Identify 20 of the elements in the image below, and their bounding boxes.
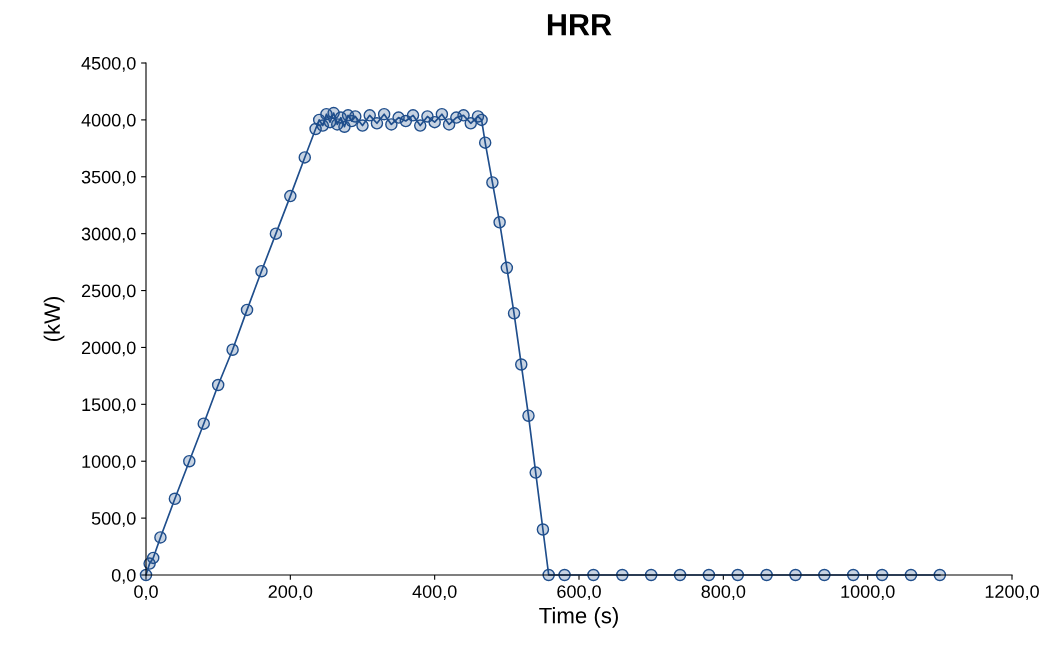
y-tick-label: 4500,0 xyxy=(81,56,136,72)
y-tick-label: 3500,0 xyxy=(81,170,136,186)
y-axis-title: (kW) xyxy=(43,296,65,342)
x-tick-label: 0,0 xyxy=(134,585,158,601)
x-axis-title: Time (s) xyxy=(539,607,618,628)
x-tick-label: 600,0 xyxy=(557,585,601,601)
y-tick-label: 0,0 xyxy=(111,568,136,584)
y-tick-label: 4000,0 xyxy=(81,113,136,129)
y-tick-label: 2000,0 xyxy=(81,341,136,357)
y-tick-label: 3000,0 xyxy=(81,227,136,243)
x-tick-label: 1000,0 xyxy=(841,585,895,601)
y-tick-label: 1500,0 xyxy=(82,398,136,414)
y-tick-label: 2500,0 xyxy=(81,284,136,300)
x-tick-label: 800,0 xyxy=(701,585,746,601)
chart-title: HRR xyxy=(547,14,612,36)
x-tick-label: 1200,0 xyxy=(985,585,1039,601)
x-tick-label: 400,0 xyxy=(412,585,457,601)
y-tick-label: 500,0 xyxy=(91,512,136,527)
x-tick-label: 200,0 xyxy=(268,585,313,601)
y-tick-label: 1000,0 xyxy=(82,455,136,471)
